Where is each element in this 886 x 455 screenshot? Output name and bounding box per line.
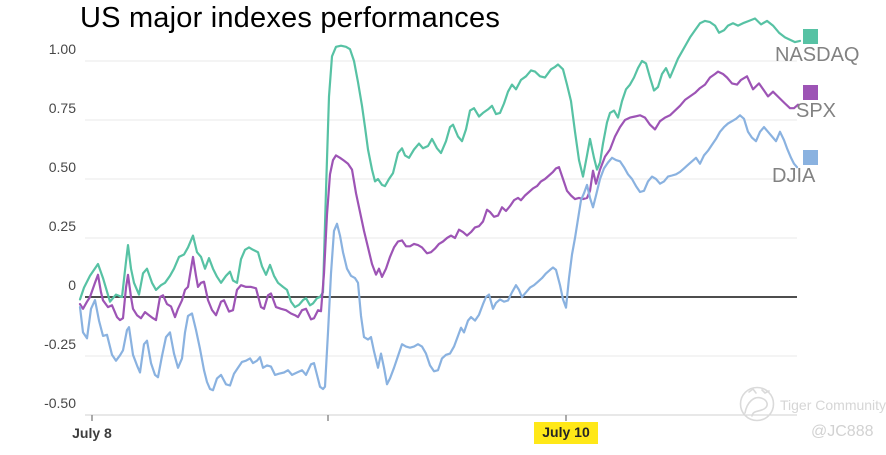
y-axis-label: -0.50 — [44, 395, 76, 411]
highlighted-date-label: July 10 — [534, 422, 598, 444]
legend-swatch-djia — [803, 150, 818, 165]
legend-swatch-spx — [803, 85, 818, 100]
series-line-djia — [78, 114, 799, 392]
watermark-community-text: Tiger Community — [780, 397, 886, 413]
y-axis-label: 0.50 — [48, 159, 76, 175]
x-axis-label: July 10 — [511, 422, 621, 444]
legend-label-spx: SPX — [796, 100, 837, 122]
legend-swatch-nasdaq — [803, 29, 818, 44]
y-axis-label: 0 — [68, 277, 76, 293]
y-axis-label: -0.25 — [44, 336, 76, 352]
y-axis-label: 0.25 — [48, 218, 76, 234]
x-axis-label: July 8 — [72, 425, 112, 441]
series-line-nasdaq — [78, 17, 802, 309]
y-axis-label: 0.75 — [48, 100, 76, 116]
series-line-spx — [78, 70, 800, 322]
y-axis-label: 1.00 — [48, 41, 76, 57]
legend-label-djia: DJIA — [772, 165, 816, 187]
watermark-handle-text: @JC888 — [811, 423, 874, 440]
legend-label-nasdaq: NASDAQ — [775, 44, 860, 66]
chart-title: US major indexes performances — [80, 2, 501, 34]
